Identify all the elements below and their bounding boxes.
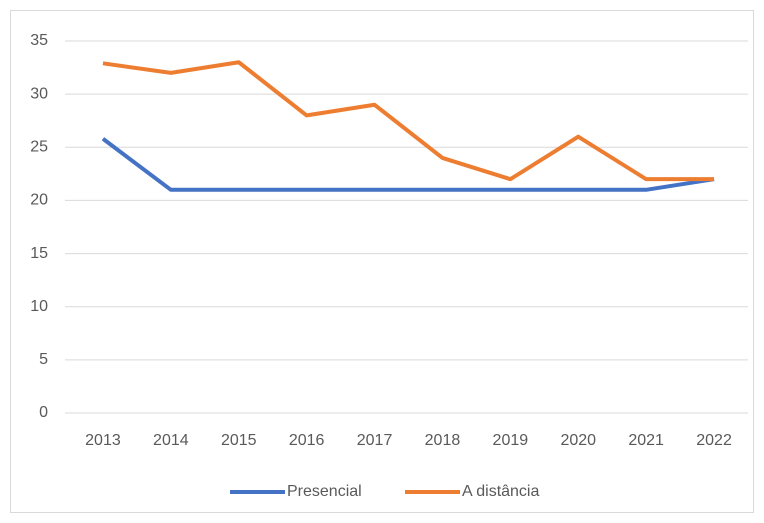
y-tick-label: 25 (30, 139, 48, 156)
legend-label: A distância (462, 483, 539, 500)
y-tick-label: 30 (30, 85, 48, 102)
x-tick-label: 2018 (425, 432, 461, 449)
x-tick-label: 2014 (153, 432, 189, 449)
y-tick-label: 5 (39, 351, 48, 368)
x-tick-label: 2021 (628, 432, 664, 449)
x-tick-label: 2015 (221, 432, 257, 449)
y-tick-label: 10 (30, 298, 48, 315)
line (102, 60, 715, 182)
legend-label: Presencial (287, 483, 362, 500)
y-tick-label: 0 (39, 404, 48, 421)
y-tick-label: 35 (30, 32, 48, 49)
x-tick-label: 2017 (357, 432, 393, 449)
y-tick-label: 20 (30, 192, 48, 209)
y-tick-label: 15 (30, 245, 48, 262)
line (101, 137, 715, 192)
x-tick-label: 2016 (289, 432, 325, 449)
x-tick-label: 2013 (85, 432, 121, 449)
x-tick-label: 2020 (560, 432, 596, 449)
x-tick-label: 2022 (696, 432, 732, 449)
x-tick-label: 2019 (493, 432, 529, 449)
